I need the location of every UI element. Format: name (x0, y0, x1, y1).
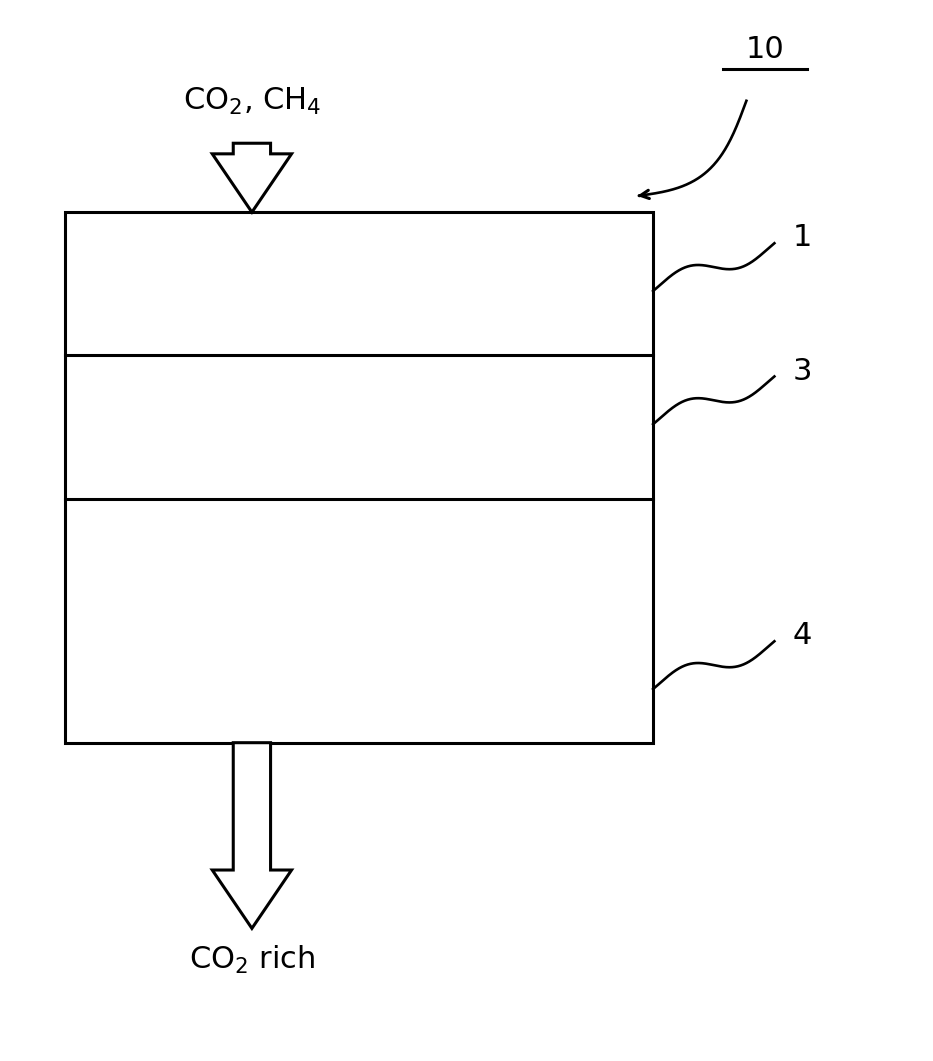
Text: 4: 4 (793, 622, 813, 650)
Text: 10: 10 (745, 35, 785, 64)
Bar (65, 212, 653, 743)
Polygon shape (212, 143, 291, 212)
Polygon shape (212, 743, 291, 928)
Text: CO$_2$ rich: CO$_2$ rich (188, 944, 315, 976)
Text: 1: 1 (793, 224, 813, 253)
Text: 3: 3 (793, 356, 813, 385)
Text: CO$_2$, CH$_4$: CO$_2$, CH$_4$ (183, 86, 321, 117)
